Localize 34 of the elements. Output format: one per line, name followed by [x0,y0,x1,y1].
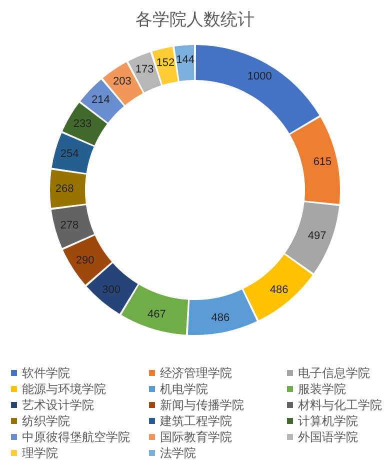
data-label: 278 [60,219,79,232]
data-label: 233 [73,118,92,130]
legend-label: 计算机学院 [298,414,358,428]
data-label: 615 [313,156,332,168]
data-label: 486 [211,312,230,324]
chart-title: 各学院人数统计 [136,10,254,29]
data-label: 300 [102,284,121,296]
legend-label: 纺织学院 [22,414,70,428]
data-label: 467 [147,308,166,321]
legend-label: 建筑工程学院 [159,414,232,428]
legend-label: 服装学院 [298,382,346,396]
legend-label: 外国语学院 [298,430,358,444]
legend-label: 理学院 [22,446,58,460]
legend-label: 电子信息学院 [298,366,370,380]
data-label: 1000 [247,70,272,83]
legend-label: 中原彼得堡航空学院 [22,430,130,444]
data-label: 290 [76,254,94,266]
data-label: 497 [308,230,326,242]
legend-label: 法学院 [160,446,196,460]
data-label: 486 [270,284,288,296]
legend-label: 材料与化工学院 [297,398,382,412]
legend-label: 机电学院 [160,382,208,396]
data-label: 254 [60,148,79,160]
legend-label: 艺术设计学院 [22,398,94,412]
data-label: 173 [135,64,154,76]
data-label: 268 [55,182,74,195]
legend-label: 经济管理学院 [160,366,232,380]
data-label: 152 [156,56,175,69]
data-label: 214 [92,94,110,106]
legend-label: 能源与环境学院 [22,382,106,396]
data-label: 203 [113,76,132,88]
legend-label: 国际教育学院 [160,430,232,444]
legend-label: 软件学院 [22,366,70,380]
legend-label: 新闻与传播学院 [160,398,244,412]
